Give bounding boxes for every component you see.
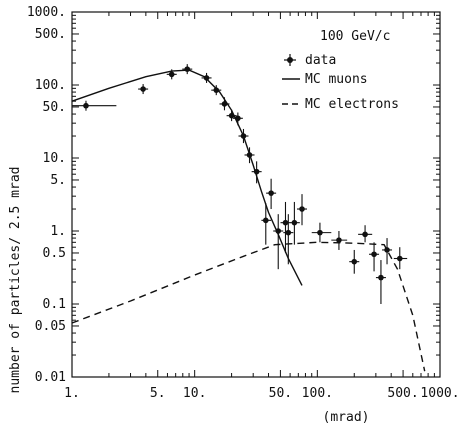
y-tick-label: 1000.: [27, 5, 66, 20]
data-marker: [317, 229, 323, 236]
y-tick-label: 0.1: [43, 297, 66, 312]
data-marker: [168, 71, 175, 78]
data-marker: [83, 102, 89, 109]
data-point: [290, 201, 300, 245]
data-point: [211, 85, 222, 96]
data-point: [266, 178, 277, 210]
data-marker: [282, 219, 289, 226]
mc-muons-curve: [71, 69, 303, 286]
data-point: [375, 260, 386, 304]
data-marker: [262, 217, 269, 224]
data-marker: [285, 229, 292, 236]
data-point: [331, 231, 348, 250]
data-marker: [268, 190, 274, 196]
data-point: [297, 194, 308, 226]
legend-label-data: data: [305, 53, 336, 68]
data-marker: [228, 112, 235, 119]
data-point: [273, 214, 284, 270]
x-tick-label: 1.: [64, 386, 80, 401]
legend-marker-data: [284, 54, 296, 66]
data-marker: [246, 152, 253, 158]
x-axis-title: (mrad): [323, 410, 370, 425]
data-point: [369, 242, 380, 272]
data-point: [226, 109, 237, 122]
energy-annotation: 100 GeV/c: [320, 29, 390, 44]
data-point: [232, 112, 243, 126]
plot-frame: [71, 11, 441, 378]
data-point: [72, 100, 117, 111]
data-marker: [235, 115, 241, 122]
legend-label-mc-muons: MC muons: [305, 72, 368, 87]
data-marker: [384, 247, 390, 253]
data-marker: [371, 251, 377, 258]
y-tick-label: 10.: [43, 151, 66, 166]
data-marker: [253, 168, 260, 175]
x-tick-label: 1000.: [420, 386, 459, 401]
x-tick-label: 500.: [387, 386, 418, 401]
data-point: [349, 249, 360, 274]
x-tick-label: 100.: [302, 386, 333, 401]
data-marker: [291, 219, 298, 226]
legend: data MC muons MC electrons: [282, 53, 399, 112]
data-point: [393, 247, 408, 270]
data-point: [382, 238, 393, 265]
data-point: [219, 97, 230, 111]
data-marker: [396, 255, 403, 262]
data-marker: [184, 66, 191, 72]
data-point: [261, 203, 272, 245]
data-marker: [221, 101, 228, 107]
data-marker: [240, 133, 247, 139]
data-point: [251, 161, 262, 184]
data-point: [280, 201, 291, 253]
data-point: [238, 128, 249, 144]
data-marker: [351, 258, 358, 265]
data-marker: [362, 231, 368, 238]
data-marker: [378, 274, 384, 281]
y-tick-label: 1.: [50, 224, 66, 239]
data-marker: [299, 206, 305, 212]
data-point: [166, 69, 177, 80]
data-point: [201, 72, 212, 83]
y-tick-label: 100.: [35, 78, 66, 93]
data-marker: [213, 87, 220, 93]
data-marker: [140, 86, 146, 92]
data-point: [182, 64, 193, 75]
x-tick-label: 10.: [183, 386, 206, 401]
y-axis-title: number of particles/ 2.5 mrad: [8, 167, 23, 394]
y-tick-label: 50.: [43, 100, 66, 115]
y-tick-label: 0.01: [35, 370, 66, 385]
data-points: [72, 64, 408, 304]
y-axis: 1000. 500. 100. 50. 10. 5. 1. 0.5 0.1 0.05 0.01: [27, 5, 440, 385]
curves: [71, 69, 426, 372]
data-marker: [336, 237, 342, 243]
data-point: [311, 222, 332, 243]
y-tick-label: 0.5: [43, 246, 66, 261]
data-marker: [275, 228, 282, 234]
data-point: [138, 84, 149, 95]
data-point: [358, 225, 373, 243]
data-point: [283, 214, 294, 265]
x-tick-label: 5.: [150, 386, 166, 401]
y-tick-label: 500.: [35, 27, 66, 42]
x-tick-label: 50.: [269, 386, 292, 401]
mc-electrons-curve: [71, 241, 426, 372]
data-marker: [203, 75, 210, 81]
x-axis: 1. 5. 10. 50. 100. 500. 1000.: [64, 12, 460, 401]
data-point: [244, 147, 255, 164]
legend-label-mc-electrons: MC electrons: [305, 97, 399, 112]
y-tick-label: 0.05: [35, 319, 66, 334]
y-tick-label: 5.: [50, 173, 66, 188]
